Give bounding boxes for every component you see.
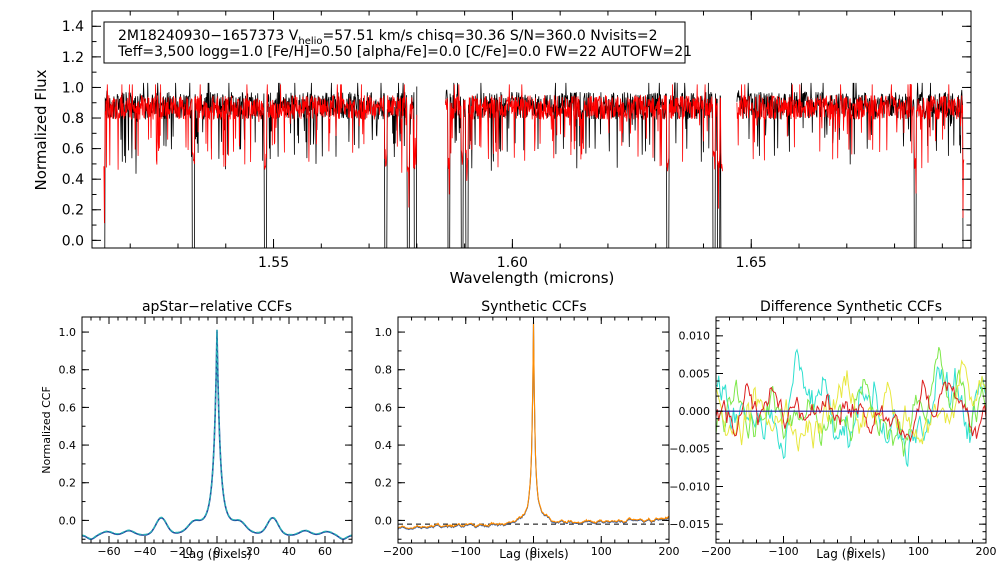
y-tick-label: 0.6 [375, 401, 393, 414]
x-tick-label: 40 [282, 545, 296, 558]
y-tick-label: 0.0 [375, 514, 393, 527]
y-tick-label: −0.015 [669, 518, 710, 531]
apstar-ccf-xlabel: Lag (pixels) [182, 547, 252, 561]
y-tick-label: 0.000 [679, 405, 711, 418]
spectrum-ticks: 1.55 1.60 1.65 0.0 0.2 0.4 0.6 0.8 1.0 1.2 1.4 [62, 11, 971, 271]
info-box [103, 21, 686, 64]
y-tick-label: 0.8 [375, 364, 393, 377]
x-tick-label: −100 [768, 545, 798, 558]
apstar-ccf-series-group [81, 329, 353, 541]
x-tick-label: 20 [246, 545, 260, 558]
difference-ccf-title: Difference Synthetic CCFs [760, 299, 942, 315]
apstar-ccf-ticks: −60 −40 −20 0 20 40 60 0.0 0.2 0.4 0.6 0.8 1.0 [59, 317, 353, 558]
y-tick-label: −0.005 [669, 443, 710, 456]
y-tick-label: 1.2 [62, 50, 84, 66]
model-spectrum-line [445, 84, 723, 209]
difference-ccf-panel: Difference Synthetic CCFs −200 −100 0 100 20… [669, 299, 996, 561]
synthetic-ccf-ticks: −200 −100 0 100 200 0.0 0.2 0.4 0.6 0.8 1.0 [375, 317, 680, 558]
y-tick-label: 0.6 [62, 142, 84, 158]
spectrum-series-group [103, 82, 965, 249]
spectrum-axes-frame [91, 10, 972, 249]
x-tick-label: −20 [169, 545, 192, 558]
y-tick-label: 0.005 [679, 367, 711, 380]
y-tick-label: 1.4 [62, 19, 84, 35]
x-tick-label: 0 [530, 545, 537, 558]
y-tick-label: 0.8 [59, 364, 77, 377]
x-tick-label: −60 [97, 545, 120, 558]
difference-ccf-line [715, 348, 987, 467]
x-tick-label: 1.60 [497, 255, 528, 271]
y-tick-label: 0.4 [62, 172, 84, 188]
spectrum-xlabel: Wavelength (microns) [450, 269, 615, 287]
x-tick-label: −200 [701, 545, 731, 558]
apstar-ccf-line [81, 329, 353, 540]
x-tick-label: 1.55 [258, 255, 289, 271]
difference-ccf-series-group [715, 347, 987, 467]
x-tick-label: 100 [591, 545, 612, 558]
apstar-ccf-panel: apStar−relative CCFs −60 −40 −20 0 20 40 60 0.0… [40, 299, 353, 561]
info-line-1: 2M18240930−1657373 Vhelio=57.51 km/s chi… [118, 28, 658, 47]
x-tick-label: −40 [133, 545, 156, 558]
info-line-2: Teff=3,500 logg=1.0 [Fe/H]=0.50 [alpha/F… [117, 44, 692, 60]
y-tick-label: 0.4 [375, 439, 393, 452]
spectrum-ylabel: Normalized Flux [32, 69, 50, 190]
x-tick-label: −100 [451, 545, 481, 558]
y-tick-label: 0.2 [375, 477, 393, 490]
difference-ccf-line [715, 347, 987, 457]
x-tick-label: −200 [383, 545, 413, 558]
apstar-ccf-title: apStar−relative CCFs [142, 299, 292, 315]
y-tick-label: 0.6 [59, 401, 77, 414]
x-tick-label: 0 [848, 545, 855, 558]
x-tick-label: 60 [318, 545, 332, 558]
y-tick-label: 0.0 [62, 233, 84, 249]
y-tick-label: −0.010 [669, 480, 710, 493]
difference-ccf-ticks: −200 −100 0 100 200 −0.015 −0.010 −0.005 0.000 0.… [669, 317, 997, 558]
model-spectrum-line [736, 84, 965, 219]
synthetic-ccf-title: Synthetic CCFs [481, 299, 586, 315]
model-spectrum-line [103, 84, 418, 224]
apstar-ccf-ylabel: Normalized CCF [40, 386, 53, 474]
y-tick-label: 1.0 [375, 326, 393, 339]
x-tick-label: 0 [214, 545, 221, 558]
spectrum-panel: 1.55 1.60 1.65 0.0 0.2 0.4 0.6 0.8 1.0 1.2 1.4 2M1… [32, 10, 972, 287]
synthetic-ccf-panel: Synthetic CCFs −200 −100 0 100 200 0.0 0.2 0.4 0… [375, 299, 680, 561]
x-tick-label: 100 [908, 545, 929, 558]
y-tick-label: 0.0 [59, 514, 77, 527]
difference-ccf-xlabel: Lag (pixels) [816, 547, 886, 561]
x-tick-label: 1.65 [736, 255, 767, 271]
y-tick-label: 0.010 [679, 330, 711, 343]
x-tick-label: 200 [976, 545, 997, 558]
y-tick-label: 0.4 [59, 439, 77, 452]
y-tick-label: 0.2 [62, 203, 84, 219]
y-tick-label: 1.0 [62, 80, 84, 96]
y-tick-label: 0.2 [59, 477, 77, 490]
y-tick-label: 0.8 [62, 111, 84, 127]
synthetic-ccf-xlabel: Lag (pixels) [499, 547, 569, 561]
x-tick-label: 200 [659, 545, 680, 558]
y-tick-label: 1.0 [59, 326, 77, 339]
